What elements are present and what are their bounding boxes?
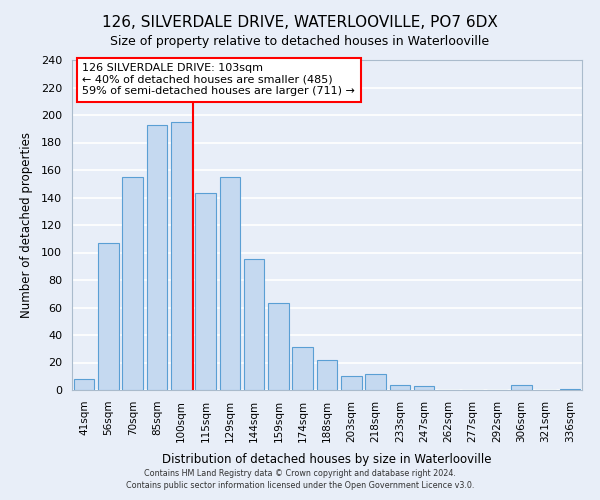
Bar xyxy=(365,374,386,390)
Bar xyxy=(317,360,337,390)
Bar xyxy=(171,122,191,390)
Bar xyxy=(220,177,240,390)
Text: Contains HM Land Registry data © Crown copyright and database right 2024.
Contai: Contains HM Land Registry data © Crown c… xyxy=(126,468,474,490)
Bar xyxy=(292,348,313,390)
Bar xyxy=(146,124,167,390)
Bar xyxy=(341,376,362,390)
Bar xyxy=(511,384,532,390)
Bar xyxy=(98,243,119,390)
X-axis label: Distribution of detached houses by size in Waterlooville: Distribution of detached houses by size … xyxy=(162,453,492,466)
Bar xyxy=(414,386,434,390)
Bar xyxy=(74,379,94,390)
Text: 126, SILVERDALE DRIVE, WATERLOOVILLE, PO7 6DX: 126, SILVERDALE DRIVE, WATERLOOVILLE, PO… xyxy=(102,15,498,30)
Bar xyxy=(389,384,410,390)
Bar xyxy=(195,194,216,390)
Bar xyxy=(268,304,289,390)
Text: 126 SILVERDALE DRIVE: 103sqm
← 40% of detached houses are smaller (485)
59% of s: 126 SILVERDALE DRIVE: 103sqm ← 40% of de… xyxy=(82,64,355,96)
Bar xyxy=(560,388,580,390)
Bar xyxy=(244,260,265,390)
Y-axis label: Number of detached properties: Number of detached properties xyxy=(20,132,32,318)
Bar xyxy=(122,177,143,390)
Text: Size of property relative to detached houses in Waterlooville: Size of property relative to detached ho… xyxy=(110,35,490,48)
